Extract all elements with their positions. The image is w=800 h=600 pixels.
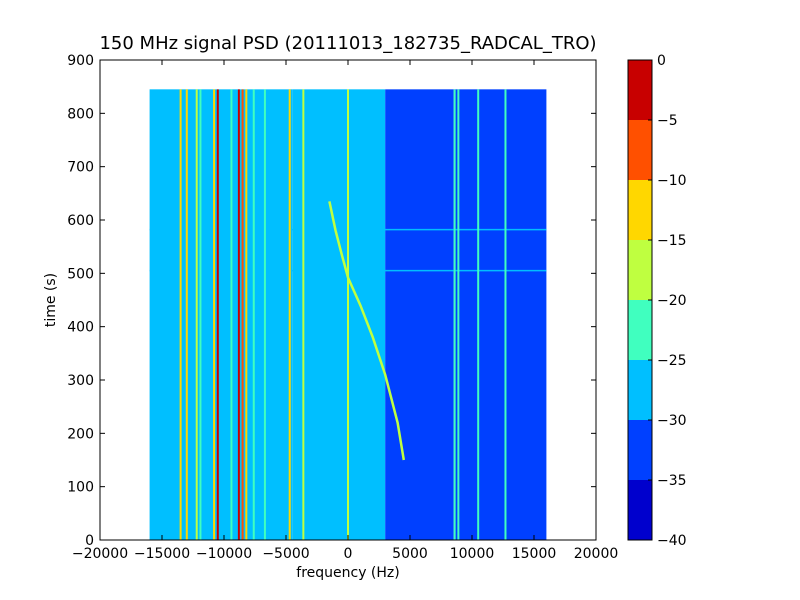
- colorbar-bands: [628, 60, 652, 540]
- x-tick-label: 10000: [450, 546, 495, 562]
- colorbar-tick-label: −10: [657, 173, 687, 189]
- colorbar-tick-label: −20: [657, 293, 687, 309]
- y-tick-label: 900: [67, 53, 94, 69]
- colorbar-band: [628, 240, 652, 300]
- y-tick-label: 500: [67, 266, 94, 282]
- colorbar-tick-label: 0: [657, 53, 666, 69]
- x-axis-label: frequency (Hz): [296, 565, 399, 581]
- colorbar-band: [628, 360, 652, 420]
- x-tick-label: 20000: [574, 546, 619, 562]
- y-tick-label: 600: [67, 213, 94, 229]
- colorbar-band: [628, 120, 652, 180]
- colorbar-band: [628, 480, 652, 540]
- colorbar-band: [628, 300, 652, 360]
- colorbar-tick-label: −5: [657, 113, 678, 129]
- y-tick-label: 700: [67, 160, 94, 176]
- colorbar-tick-label: −35: [657, 473, 687, 489]
- plot-area: −20000 −15000 −10000 −5000 0 5000 10000 15000 20…: [67, 53, 618, 562]
- background-band: [292, 89, 386, 540]
- chart-title: 150 MHz signal PSD (20111013_182735_RADC…: [99, 33, 596, 54]
- y-tick-label: 200: [67, 426, 94, 442]
- heatmap-layer: [149, 89, 547, 540]
- background-band: [385, 89, 454, 540]
- x-tick-label: −5000: [262, 546, 309, 562]
- x-tick-label: −10000: [196, 546, 252, 562]
- x-axis: −20000 −15000 −10000 −5000 0 5000 10000 15000 20…: [72, 60, 618, 562]
- x-tick-label: −15000: [134, 546, 190, 562]
- x-tick-label: 0: [344, 546, 353, 562]
- y-tick-label: 400: [67, 320, 94, 336]
- x-tick-label: 15000: [512, 546, 557, 562]
- colorbar-band: [628, 180, 652, 240]
- colorbar-tick-label: −25: [657, 353, 687, 369]
- colorbar-band: [628, 60, 652, 120]
- colorbar-ticks: −40 −35 −30 −25 −20 −15 −10 −5 0: [648, 53, 687, 549]
- y-axis-label: time (s): [43, 273, 59, 327]
- sweep-curve: [328, 201, 406, 461]
- colorbar-band: [628, 420, 652, 480]
- y-tick-label: 100: [67, 480, 94, 496]
- y-tick-label: 300: [67, 373, 94, 389]
- colorbar-tick-label: −40: [657, 533, 687, 549]
- colorbar: −40 −35 −30 −25 −20 −15 −10 −5 0: [627, 53, 687, 549]
- y-tick-label: 800: [67, 106, 94, 122]
- colorbar-tick-label: −15: [657, 233, 687, 249]
- x-tick-label: 5000: [392, 546, 428, 562]
- background-band: [149, 89, 293, 540]
- background-band: [453, 89, 547, 540]
- x-tick-label: −20000: [72, 546, 128, 562]
- y-tick-label: 0: [85, 533, 94, 549]
- y-axis: 0 100 200 300 400 500 600 700 800 900: [67, 53, 596, 549]
- colorbar-tick-label: −30: [657, 413, 687, 429]
